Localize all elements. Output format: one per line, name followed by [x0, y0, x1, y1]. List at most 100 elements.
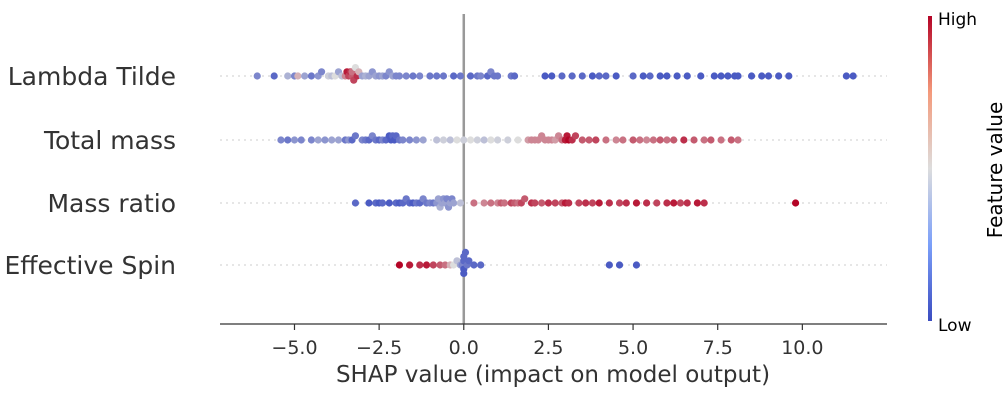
shap-point: [643, 136, 651, 144]
shap-point: [670, 199, 678, 207]
x-axis-title: SHAP value (impact on model output): [336, 362, 770, 388]
shap-point: [480, 136, 488, 144]
shap-point: [470, 199, 478, 207]
feature-label: Total mass: [43, 126, 176, 155]
shap-point: [461, 248, 470, 256]
shap-point: [724, 72, 732, 80]
shap-point: [321, 136, 329, 144]
shap-point: [290, 136, 299, 144]
shap-point: [656, 72, 664, 80]
shap-point: [328, 136, 336, 144]
shap-point: [541, 72, 549, 80]
shap-point: [663, 136, 671, 144]
shap-point: [588, 72, 597, 80]
shap-point: [592, 136, 600, 144]
colorbar-high-label: High: [938, 10, 977, 30]
shap-point: [575, 199, 583, 207]
shap-point: [612, 72, 620, 80]
shap-point: [402, 72, 410, 80]
shap-point: [494, 136, 502, 144]
shap-point: [758, 72, 766, 80]
shap-point: [294, 72, 302, 80]
shap-point: [548, 72, 556, 80]
shap-point: [578, 136, 586, 144]
shap-point: [277, 136, 285, 144]
shap-point: [307, 136, 316, 144]
x-tick-label: −2.5: [356, 337, 402, 359]
shap-point: [395, 261, 404, 269]
shap-point: [619, 136, 627, 144]
shap-point: [656, 136, 664, 144]
shap-point: [629, 72, 637, 80]
shap-point: [317, 68, 326, 76]
shap-point: [764, 72, 773, 80]
shap-point: [456, 72, 464, 80]
shap-point: [578, 72, 586, 80]
feature-label: Effective Spin: [4, 251, 176, 280]
shap-point: [791, 199, 800, 207]
shap-point: [849, 72, 857, 80]
shap-point: [670, 136, 678, 144]
shap-point: [585, 136, 593, 144]
shap-point: [477, 72, 485, 80]
shap-point: [653, 199, 661, 207]
colorbar-title: Feature value: [983, 102, 1005, 239]
shap-point: [436, 261, 444, 269]
x-tick-label: −5.0: [271, 337, 317, 359]
shap-point: [500, 199, 509, 207]
x-tick-label: 7.5: [703, 337, 733, 359]
shap-point: [676, 199, 685, 207]
shap-point: [646, 72, 654, 80]
shap-point: [538, 199, 546, 207]
shap-point: [477, 261, 485, 269]
shap-point: [334, 136, 343, 144]
shap-point: [551, 199, 559, 207]
shap-point: [473, 136, 481, 144]
shap-point: [422, 261, 431, 269]
shap-point: [602, 136, 610, 144]
shap-point: [466, 136, 475, 144]
shap-point: [460, 136, 468, 144]
shap-point: [690, 136, 698, 144]
shap-point: [314, 136, 322, 144]
shap-point: [683, 199, 691, 207]
shap-point: [487, 136, 495, 144]
shap-point: [629, 136, 637, 144]
shap-point: [649, 136, 657, 144]
shap-point: [465, 257, 473, 265]
shap-point: [416, 261, 424, 269]
shap-point: [270, 72, 278, 80]
shap-point: [297, 136, 305, 144]
shap-point: [284, 72, 292, 80]
shap-point: [301, 72, 309, 80]
shap-point: [385, 199, 393, 207]
x-tick-label: 10.0: [781, 337, 823, 359]
shap-point: [460, 269, 468, 277]
shap-point: [399, 136, 407, 144]
shap-point: [429, 261, 437, 269]
shap-point: [351, 199, 360, 207]
shap-point: [406, 261, 414, 269]
shap-point: [602, 72, 610, 80]
shap-point: [531, 199, 539, 207]
shap-point: [605, 261, 613, 269]
shap-point: [433, 136, 441, 144]
shap-point: [693, 199, 701, 207]
shap-point: [643, 199, 651, 207]
shap-point: [395, 72, 404, 80]
colorbar: [928, 16, 932, 321]
shap-point: [680, 136, 688, 144]
shap-point: [416, 72, 424, 80]
shap-point: [565, 199, 573, 207]
x-tick-label: 2.5: [533, 337, 563, 359]
shap-point: [710, 72, 718, 80]
shap-points: [253, 64, 857, 277]
shap-point: [307, 72, 316, 80]
shap-point: [439, 72, 448, 80]
feature-label: Mass ratio: [47, 189, 176, 218]
shap-point: [450, 199, 458, 207]
shap-point: [747, 72, 756, 80]
feature-label: Lambda Tilde: [8, 62, 176, 91]
